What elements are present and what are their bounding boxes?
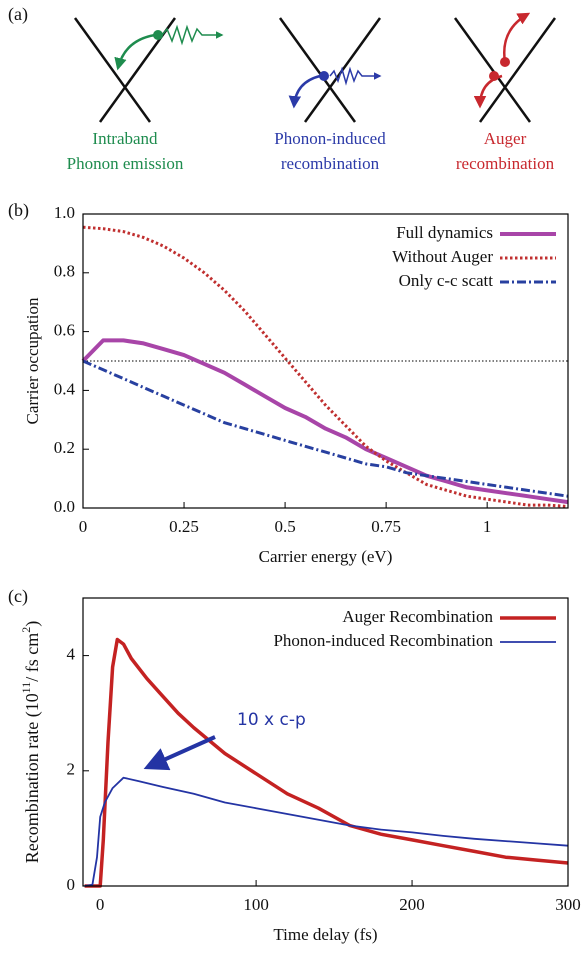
y-axis-label: Carrier occupation — [23, 297, 42, 424]
diagram-caption: recombination — [456, 154, 555, 173]
diagram-auger — [453, 12, 557, 123]
y-tick-label: 0.0 — [54, 497, 75, 516]
legend-label: Full dynamics — [396, 223, 493, 242]
panel-label: (b) — [8, 200, 29, 221]
series-line — [82, 359, 569, 498]
y-tick-label: 0 — [67, 875, 76, 894]
panel-label: (a) — [8, 4, 28, 25]
y-axis-label-part: / fs cm — [22, 633, 42, 682]
annotation-arrow — [143, 735, 216, 771]
panel-label: (c) — [8, 586, 28, 607]
y-axis-label-part: ) — [22, 621, 43, 627]
diagram-phonon — [278, 17, 382, 123]
y-axis-label-part: Recombination rate (10 — [22, 693, 43, 863]
plot-frame — [82, 213, 569, 509]
diagram-caption: Phonon-induced — [274, 129, 386, 148]
diagram-intraband — [73, 17, 224, 123]
y-tick-label: 4 — [67, 645, 76, 664]
y-axis-label: Recombination rate (1011/ fs cm2) — [19, 621, 43, 864]
y-axis-label-part: 11 — [19, 682, 33, 694]
y-axis-label-part: 2 — [19, 627, 33, 633]
y-tick-label: 0.8 — [54, 262, 75, 281]
annotation: 10 x c-p — [237, 710, 306, 730]
y-tick-label: 0.4 — [54, 379, 76, 398]
x-tick-label: 100 — [243, 895, 269, 914]
series-line — [84, 776, 569, 887]
legend-label: Phonon-induced Recombination — [273, 631, 493, 650]
x-axis-label: Carrier energy (eV) — [259, 547, 393, 566]
x-tick-label: 200 — [399, 895, 425, 914]
y-tick-label: 1.0 — [54, 203, 75, 222]
x-tick-label: 0.25 — [169, 517, 199, 536]
x-tick-label: 0 — [79, 517, 88, 536]
x-tick-label: 0.5 — [274, 517, 295, 536]
legend-label: Without Auger — [392, 247, 493, 266]
x-tick-label: 1 — [483, 517, 492, 536]
x-tick-label: 300 — [555, 895, 581, 914]
y-tick-label: 2 — [67, 760, 76, 779]
x-tick-label: 0.75 — [371, 517, 401, 536]
diagram-caption: Intraband — [92, 129, 158, 148]
y-tick-label: 0.2 — [54, 438, 75, 457]
diagram-caption: Phonon emission — [67, 154, 184, 173]
series-line — [82, 225, 569, 508]
x-axis-label: Time delay (fs) — [273, 925, 377, 944]
diagram-caption: Auger — [484, 129, 527, 148]
y-tick-label: 0.6 — [54, 321, 75, 340]
x-tick-label: 0 — [96, 895, 105, 914]
legend-label: Only c-c scatt — [399, 271, 494, 290]
plot-frame — [82, 597, 569, 887]
series-line — [81, 338, 569, 505]
legend-label: Auger Recombination — [342, 607, 493, 626]
diagram-caption: recombination — [281, 154, 380, 173]
